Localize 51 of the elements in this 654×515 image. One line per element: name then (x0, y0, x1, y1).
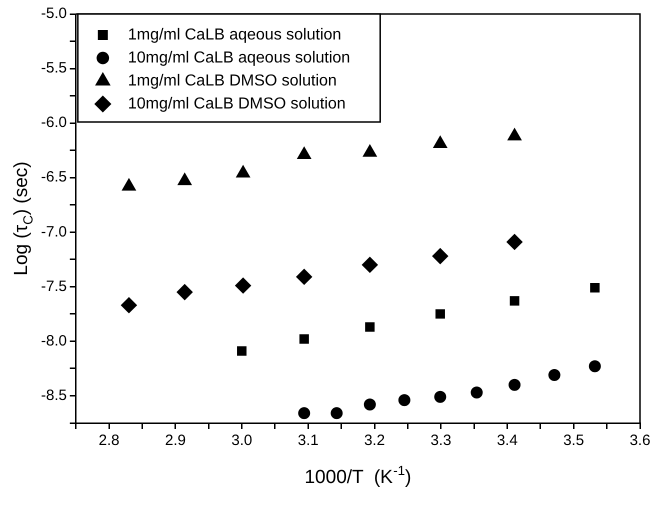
point (398, 394, 410, 406)
legend-label: 10mg/ml CaLB DMSO solution (128, 95, 346, 112)
point (508, 378, 521, 391)
point (508, 128, 522, 140)
x-tick-label: 3.1 (298, 432, 319, 450)
y-tick-label: -6.5 (40, 168, 67, 186)
y-axis-title: Log (τC) (sec) (11, 161, 36, 276)
point (470, 386, 483, 398)
point (237, 346, 247, 356)
point (236, 165, 250, 178)
point (365, 322, 375, 332)
y-tick-label: -5.5 (40, 60, 67, 77)
point (548, 369, 560, 382)
y-tick-label: -7.5 (40, 278, 67, 295)
point (297, 146, 312, 159)
point (298, 407, 310, 420)
y-tick-label: -7.0 (40, 223, 67, 240)
point (299, 334, 309, 344)
x-tick-label: 3.6 (630, 432, 650, 450)
x-tick-label: 3.3 (430, 432, 452, 450)
point (435, 309, 445, 319)
point (588, 360, 601, 372)
point (590, 283, 600, 292)
point (122, 178, 136, 191)
point (178, 172, 192, 186)
point (235, 278, 252, 294)
point (296, 268, 312, 285)
y-tick-label: -5.0 (40, 5, 67, 22)
point (120, 297, 137, 314)
x-tick-label: 2.9 (164, 432, 186, 450)
point (364, 398, 376, 410)
point (330, 407, 343, 420)
point (434, 390, 446, 403)
legend-label: 1mg/ml CaLB aqeous solution (128, 26, 342, 44)
y-tick-label: -6.0 (40, 114, 67, 132)
legend-label: 1mg/ml CaLB DMSO solution (128, 72, 337, 90)
legend-label: 10mg/ml CaLB aqeous solution (128, 49, 350, 66)
point (176, 284, 193, 300)
point (506, 234, 523, 250)
x-tick-label: 3.0 (231, 432, 252, 450)
point (510, 296, 520, 306)
point (432, 248, 448, 264)
y-tick-label: -8.0 (40, 332, 67, 350)
x-tick-label: 3.2 (364, 432, 385, 450)
point (362, 256, 378, 273)
point (433, 136, 448, 148)
x-tick-label: 2.8 (98, 432, 120, 450)
point (362, 144, 377, 157)
x-tick-label: 3.5 (563, 432, 584, 450)
y-tick-label: -8.5 (40, 386, 67, 404)
x-tick-label: 3.4 (496, 432, 518, 450)
